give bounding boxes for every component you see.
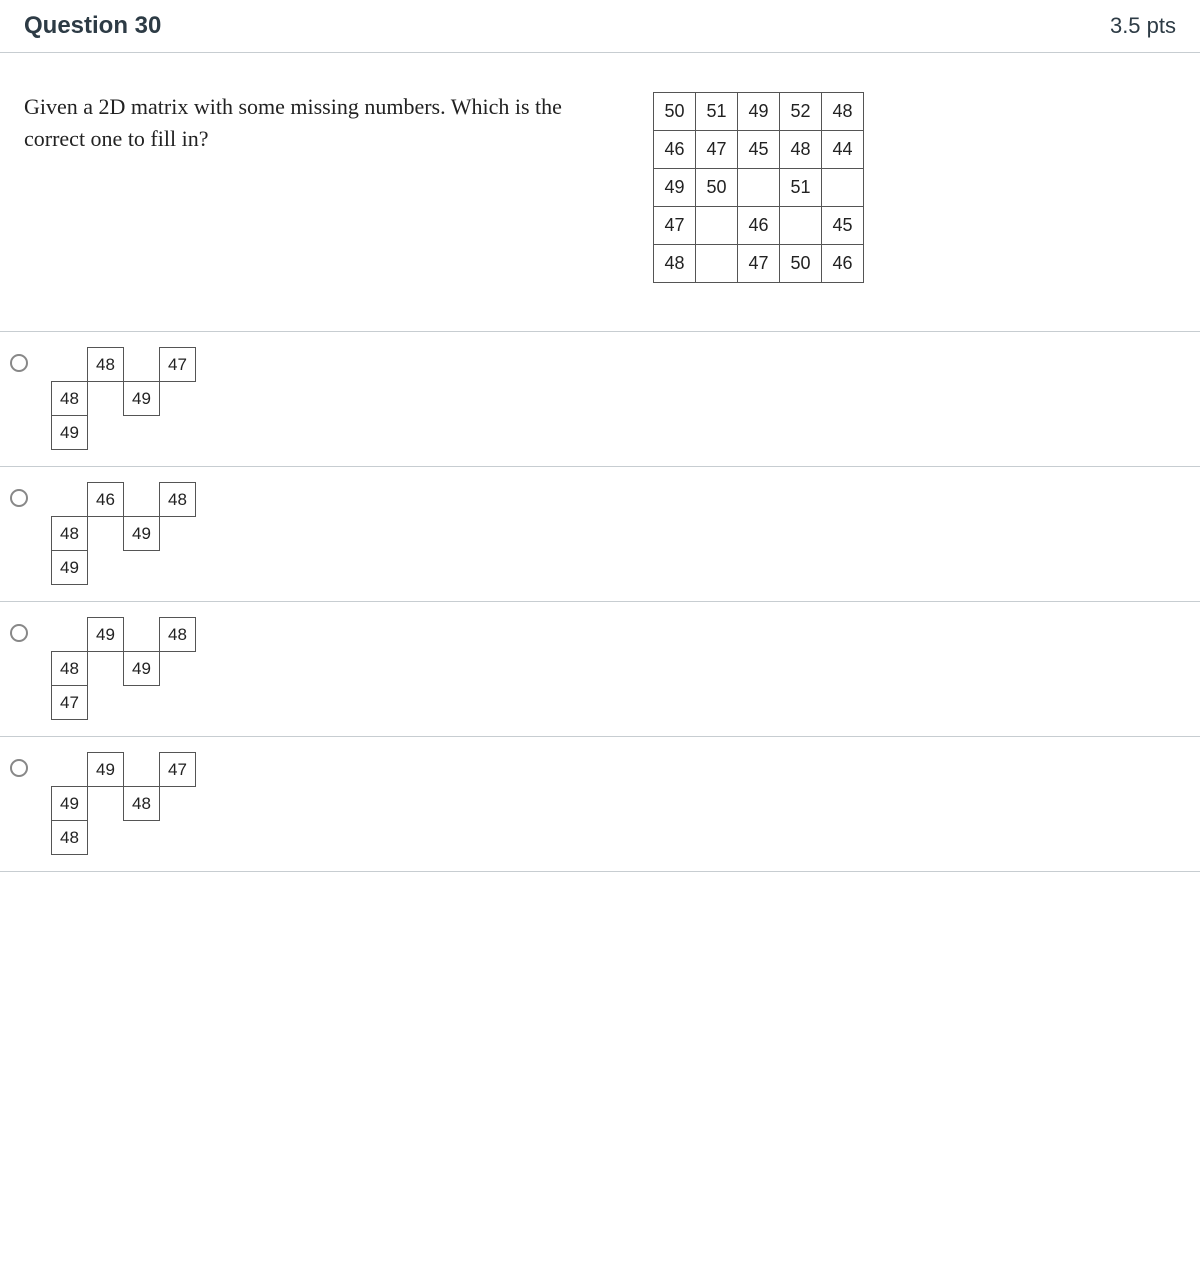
radio-button[interactable]: [10, 489, 28, 507]
option-cell: [52, 753, 88, 787]
matrix-cell: [695, 244, 738, 283]
option-cell: 48: [159, 482, 196, 517]
option-cell: [160, 821, 196, 855]
option-cell: [160, 787, 196, 821]
matrix-cell: 46: [821, 244, 864, 283]
prompt-row: Given a 2D matrix with some missing numb…: [24, 91, 1176, 323]
answer-option[interactable]: 4648484949: [0, 467, 1200, 602]
option-cell: [88, 787, 124, 821]
matrix-cell: 51: [695, 92, 738, 131]
option-cell: [124, 686, 160, 720]
option-cell: [160, 686, 196, 720]
option-cell: [124, 618, 160, 652]
option-cell: 47: [159, 347, 196, 382]
option-cell: [52, 618, 88, 652]
matrix-cell: 44: [821, 130, 864, 169]
option-grid: 4948484947: [52, 618, 196, 720]
option-cell: 48: [51, 820, 88, 855]
matrix-cell: 48: [779, 130, 822, 169]
option-cell: [88, 821, 124, 855]
option-cell: 49: [123, 516, 160, 551]
radio-button[interactable]: [10, 759, 28, 777]
option-grid: 4847484949: [52, 348, 196, 450]
answer-option[interactable]: 4948484947: [0, 602, 1200, 737]
option-cell: 49: [87, 617, 124, 652]
matrix-cell: 45: [737, 130, 780, 169]
reference-matrix: 5051495248464745484449505147464548475046: [654, 93, 864, 283]
matrix-cell: [695, 206, 738, 245]
question-title: Question 30: [24, 12, 161, 40]
matrix-cell: 52: [779, 92, 822, 131]
matrix-cell: 50: [779, 244, 822, 283]
option-cell: [160, 382, 196, 416]
matrix-cell: [737, 168, 780, 207]
option-cell: [88, 517, 124, 551]
matrix-cell: 51: [779, 168, 822, 207]
option-cell: [160, 517, 196, 551]
option-cell: 49: [87, 752, 124, 787]
option-cell: [124, 348, 160, 382]
option-cell: 48: [123, 786, 160, 821]
option-cell: 49: [51, 415, 88, 450]
option-cell: 46: [87, 482, 124, 517]
matrix-cell: [821, 168, 864, 207]
option-cell: 47: [159, 752, 196, 787]
radio-button[interactable]: [10, 624, 28, 642]
matrix-cell: 50: [653, 92, 696, 131]
option-grid: 4947494848: [52, 753, 196, 855]
option-cell: [160, 416, 196, 450]
option-cell: [124, 416, 160, 450]
option-cell: [88, 551, 124, 585]
matrix-cell: 47: [737, 244, 780, 283]
option-cell: [52, 348, 88, 382]
matrix-cell: 49: [653, 168, 696, 207]
option-cell: 49: [123, 651, 160, 686]
option-cell: [88, 686, 124, 720]
option-cell: [160, 551, 196, 585]
answer-option[interactable]: 4847484949: [0, 332, 1200, 467]
matrix-cell: 47: [695, 130, 738, 169]
question-body: Given a 2D matrix with some missing numb…: [0, 53, 1200, 331]
option-cell: [124, 483, 160, 517]
matrix-cell: 46: [653, 130, 696, 169]
matrix-cell: [779, 206, 822, 245]
question-header: Question 30 3.5 pts: [0, 0, 1200, 53]
option-cell: [88, 652, 124, 686]
matrix-cell: 45: [821, 206, 864, 245]
option-cell: 48: [87, 347, 124, 382]
option-cell: 49: [51, 786, 88, 821]
matrix-cell: 47: [653, 206, 696, 245]
option-cell: 47: [51, 685, 88, 720]
answer-list: 4847484949464848494949484849474947494848: [0, 331, 1200, 871]
question-points: 3.5 pts: [1110, 13, 1176, 39]
matrix-cell: 46: [737, 206, 780, 245]
footer-divider: [0, 871, 1200, 911]
option-cell: [88, 416, 124, 450]
matrix-cell: 49: [737, 92, 780, 131]
option-cell: 49: [51, 550, 88, 585]
option-cell: 48: [159, 617, 196, 652]
option-cell: [160, 652, 196, 686]
option-cell: 48: [51, 381, 88, 416]
option-cell: [124, 821, 160, 855]
prompt-text: Given a 2D matrix with some missing numb…: [24, 91, 604, 155]
option-cell: 49: [123, 381, 160, 416]
option-cell: [52, 483, 88, 517]
question-container: Question 30 3.5 pts Given a 2D matrix wi…: [0, 0, 1200, 911]
option-cell: [124, 753, 160, 787]
radio-button[interactable]: [10, 354, 28, 372]
option-cell: [88, 382, 124, 416]
matrix-cell: 50: [695, 168, 738, 207]
option-cell: [124, 551, 160, 585]
answer-option[interactable]: 4947494848: [0, 737, 1200, 871]
option-cell: 48: [51, 516, 88, 551]
option-grid: 4648484949: [52, 483, 196, 585]
matrix-cell: 48: [653, 244, 696, 283]
option-cell: 48: [51, 651, 88, 686]
matrix-cell: 48: [821, 92, 864, 131]
